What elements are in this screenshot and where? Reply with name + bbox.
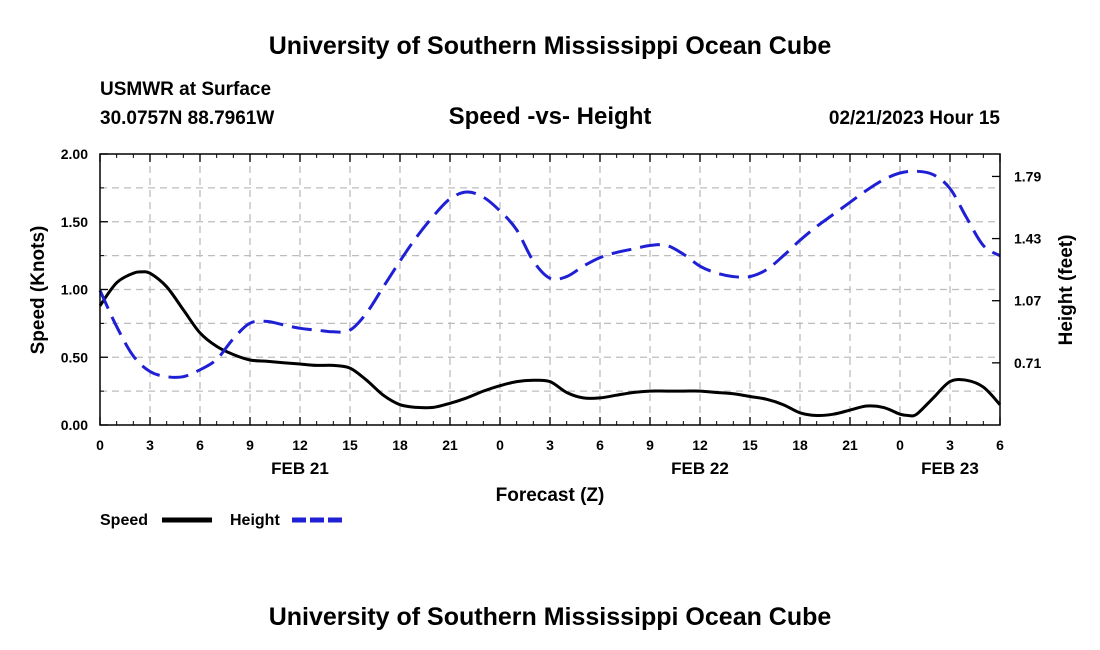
x-tick-label: 21: [842, 437, 858, 453]
legend-label-speed: Speed: [100, 512, 148, 529]
x-tick-label: 15: [742, 437, 758, 453]
date-label: FEB 21: [271, 459, 329, 478]
y-axis-left-label: Speed (Knots): [28, 226, 49, 355]
x-tick-label: 15: [342, 437, 358, 453]
chart-title: University of Southern Mississippi Ocean…: [269, 32, 832, 60]
y-right-tick-label: 1.07: [1014, 293, 1041, 309]
plot-frame: [99, 153, 1001, 426]
date-label: FEB 22: [671, 459, 729, 478]
y-right-tick-label: 1.43: [1014, 231, 1041, 247]
y-left-tick-label: 2.00: [61, 146, 88, 162]
y-left-tick-label: 0.00: [61, 417, 88, 433]
x-tick-label: 9: [246, 437, 254, 453]
legend-label-height: Height: [230, 512, 280, 529]
location-label: 30.0757N 88.7961W: [100, 108, 274, 129]
x-tick-label: 12: [292, 437, 308, 453]
x-tick-label: 6: [196, 437, 204, 453]
series-lines: [98, 169, 1002, 418]
x-axis-label: Forecast (Z): [496, 485, 605, 506]
x-tick-label: 3: [546, 437, 554, 453]
x-tick-label: 0: [496, 437, 504, 453]
datetime-label: 02/21/2023 Hour 15: [829, 108, 1001, 129]
grid-lines: [100, 154, 1000, 425]
y-left-tick-label: 1.50: [61, 214, 88, 230]
x-tick-label: 18: [392, 437, 408, 453]
x-tick-label: 12: [692, 437, 708, 453]
chart-subtitle: Speed -vs- Height: [449, 103, 652, 130]
x-tick-label: 0: [96, 437, 104, 453]
x-tick-label: 21: [442, 437, 458, 453]
x-tick-label: 9: [646, 437, 654, 453]
y-right-tick-label: 0.71: [1014, 355, 1041, 371]
x-tick-label: 6: [996, 437, 1004, 453]
x-tick-label: 6: [596, 437, 604, 453]
footer-title: University of Southern Mississippi Ocean…: [269, 603, 832, 631]
x-tick-label: 3: [146, 437, 154, 453]
x-tick-label: 0: [896, 437, 904, 453]
y-right-tick-label: 1.79: [1014, 168, 1041, 184]
y-left-tick-label: 0.50: [61, 349, 88, 365]
axis-ticks: 0 3 6 9 12 15 18 21 0 3 6 9 12 15 18 21 0 3 6 FEB 21 FEB 22 F…: [61, 146, 1042, 478]
legend: Speed Height: [100, 512, 342, 529]
x-tick-label: 18: [792, 437, 808, 453]
series-line-speed: [98, 270, 1002, 418]
station-label: USMWR at Surface: [100, 79, 271, 100]
y-left-tick-label: 1.00: [61, 282, 88, 298]
x-tick-label: 3: [946, 437, 954, 453]
series-line-height: [98, 169, 1001, 379]
y-axis-right-label: Height (feet): [1056, 235, 1077, 346]
date-label: FEB 23: [921, 459, 979, 478]
